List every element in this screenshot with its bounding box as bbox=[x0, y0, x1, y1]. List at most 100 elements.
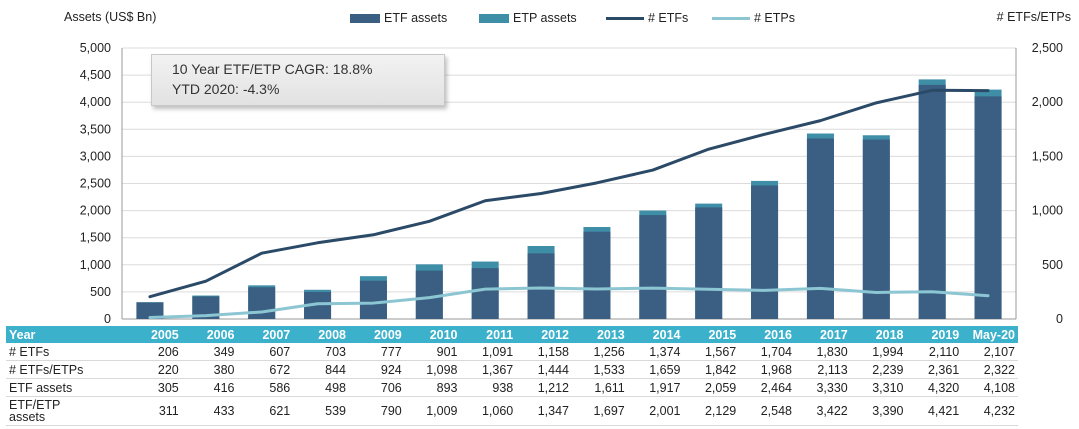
table-cell: 1,842 bbox=[683, 360, 740, 379]
table-row-label: # ETFs bbox=[6, 343, 126, 361]
table-cell: 1,091 bbox=[460, 343, 517, 361]
table-cell: 1,256 bbox=[572, 343, 628, 361]
right-tick-label: 1,000 bbox=[1032, 204, 1063, 218]
table-cell: 3,330 bbox=[795, 378, 851, 397]
table-header-col: 2017 bbox=[795, 326, 851, 343]
cagr-annotation-box: 10 Year ETF/ETP CAGR: 18.8% YTD 2020: -4… bbox=[151, 54, 445, 106]
table-cell: 1,347 bbox=[516, 396, 572, 426]
table-header-col: 2016 bbox=[739, 326, 795, 343]
table-header-col: 2005 bbox=[126, 326, 182, 343]
legend-num-etfs: # ETFs bbox=[606, 11, 688, 25]
table-header-col: 2008 bbox=[293, 326, 349, 343]
table-row: ETF/ETP assets 311 433 621 539 790 1,009 1,060 1… bbox=[6, 396, 1018, 426]
right-axis-title: # ETFs/ETPs bbox=[996, 10, 1071, 24]
table-header-row: Year 2005 2006 2007 2008 2009 2010 2011 2012 201… bbox=[6, 326, 1018, 343]
bar-etf-assets bbox=[695, 207, 723, 319]
bar-etf-assets bbox=[583, 231, 611, 319]
table-cell: 1,009 bbox=[404, 396, 461, 426]
table-cell: 1,212 bbox=[516, 378, 572, 397]
legend-etp-assets: ETP assets bbox=[479, 11, 577, 25]
legend-etp-assets-swatch bbox=[479, 13, 509, 23]
legend-etf-assets-swatch bbox=[350, 13, 380, 23]
table-cell: 1,533 bbox=[572, 360, 628, 379]
right-tick-label: 500 bbox=[1042, 258, 1063, 272]
table-cell: 206 bbox=[126, 343, 182, 361]
left-tick-label: 2,000 bbox=[80, 204, 111, 218]
table-cell: 4,320 bbox=[906, 378, 963, 397]
table-cell: 1,968 bbox=[739, 360, 795, 379]
left-tick-label: 4,500 bbox=[80, 68, 111, 82]
table-cell: 1,444 bbox=[516, 360, 572, 379]
legend-etf-assets: ETF assets bbox=[350, 11, 447, 25]
table-cell: 938 bbox=[460, 378, 517, 397]
table-cell: 3,422 bbox=[795, 396, 851, 426]
table-row: # ETFs 206 349 607 703 777 901 1,091 1,158 1,256 1… bbox=[6, 343, 1018, 361]
table-cell: 3,390 bbox=[850, 396, 907, 426]
bar-etf-assets bbox=[751, 185, 779, 319]
table-cell: 1,704 bbox=[739, 343, 795, 361]
left-tick-label: 0 bbox=[104, 312, 111, 326]
table-cell: 1,098 bbox=[404, 360, 461, 379]
table-header-col: May-20 bbox=[962, 326, 1018, 343]
table-cell: 2,239 bbox=[850, 360, 907, 379]
left-axis-title: Assets (US$ Bn) bbox=[64, 10, 157, 24]
ytd-line: YTD 2020: -4.3% bbox=[172, 81, 280, 97]
table-cell: 703 bbox=[293, 343, 349, 361]
table-header-col: 2014 bbox=[627, 326, 684, 343]
table-cell: 1,917 bbox=[627, 378, 684, 397]
table-cell: 433 bbox=[181, 396, 238, 426]
table-cell: 893 bbox=[404, 378, 461, 397]
table-header-col: 2006 bbox=[181, 326, 238, 343]
table-cell: 2,464 bbox=[739, 378, 795, 397]
table-cell: 2,129 bbox=[683, 396, 740, 426]
table-cell: 539 bbox=[293, 396, 349, 426]
table-cell: 1,611 bbox=[572, 378, 628, 397]
line-num-etps bbox=[148, 286, 990, 319]
legend-etf-assets-label: ETF assets bbox=[384, 11, 448, 25]
table-cell: 1,830 bbox=[795, 343, 851, 361]
table-cell: 1,060 bbox=[460, 396, 517, 426]
right-tick-label: 1,500 bbox=[1032, 149, 1063, 163]
left-tick-label: 3,000 bbox=[80, 149, 111, 163]
table-header-col: 2011 bbox=[460, 326, 517, 343]
table-cell: 1,697 bbox=[572, 396, 628, 426]
bar-etf-assets bbox=[192, 296, 220, 319]
table-header-col: 2012 bbox=[516, 326, 572, 343]
right-tick-label: 2,500 bbox=[1032, 41, 1063, 55]
right-tick-label: 2,000 bbox=[1032, 95, 1063, 109]
table-cell: 498 bbox=[293, 378, 349, 397]
table-header-col: 2010 bbox=[404, 326, 461, 343]
table-cell: 3,310 bbox=[850, 378, 907, 397]
table-cell: 621 bbox=[237, 396, 294, 426]
legend-num-etfs-label: # ETFs bbox=[648, 11, 689, 25]
table-cell: 1,374 bbox=[627, 343, 684, 361]
table-cell: 2,110 bbox=[906, 343, 963, 361]
table-cell: 4,108 bbox=[962, 378, 1018, 397]
line-num-etfs bbox=[148, 88, 990, 299]
table-row: # ETFs/ETPs 220 380 672 844 924 1,098 1,367 1,44… bbox=[6, 360, 1018, 379]
legend-num-etps-label: # ETPs bbox=[754, 11, 795, 25]
table-header-col: 2013 bbox=[572, 326, 628, 343]
table-cell: 790 bbox=[349, 396, 405, 426]
left-tick-label: 2,500 bbox=[80, 177, 111, 191]
table-cell: 607 bbox=[237, 343, 294, 361]
table-cell: 311 bbox=[126, 396, 182, 426]
table-cell: 2,548 bbox=[739, 396, 795, 426]
left-tick-label: 500 bbox=[90, 285, 111, 299]
table-cell: 416 bbox=[181, 378, 238, 397]
table-cell: 2,322 bbox=[962, 360, 1018, 379]
table-cell: 1,567 bbox=[683, 343, 740, 361]
table-header-col: 2009 bbox=[349, 326, 405, 343]
table-row: ETF assets 305 416 586 498 706 893 938 1,212 1,61… bbox=[6, 378, 1018, 397]
table-row-label: ETF assets bbox=[6, 378, 126, 397]
table-header-year: Year bbox=[6, 326, 126, 343]
legend-num-etfs-swatch bbox=[606, 16, 644, 20]
table-cell: 4,421 bbox=[906, 396, 963, 426]
left-tick-label: 3,500 bbox=[80, 122, 111, 136]
table-cell: 1,367 bbox=[460, 360, 517, 379]
right-tick-label: 0 bbox=[1056, 312, 1063, 326]
bar-etf-assets bbox=[806, 138, 834, 319]
bar-etf-assets bbox=[359, 280, 387, 319]
table-cell: 1,158 bbox=[516, 343, 572, 361]
table-header-col: 2007 bbox=[237, 326, 294, 343]
